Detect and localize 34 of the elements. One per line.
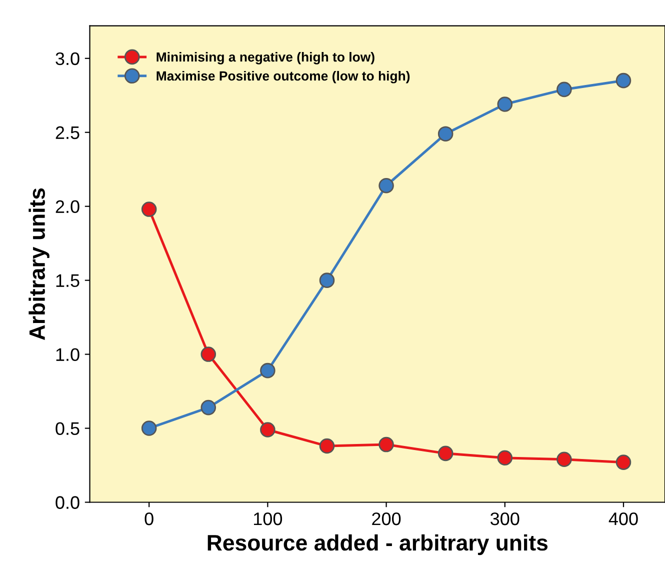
- point: [438, 446, 454, 462]
- point: [616, 72, 632, 88]
- point: [438, 126, 454, 142]
- y-tick-label: 1.5: [56, 274, 80, 288]
- x-tick-label: 400: [608, 512, 638, 526]
- point: [319, 272, 335, 288]
- legend-label: Maximise Positive outcome (low to high): [156, 70, 410, 84]
- point: [497, 96, 513, 112]
- point: [378, 436, 394, 452]
- y-tick-label: 0.5: [56, 422, 80, 435]
- point: [200, 400, 216, 416]
- point: [141, 202, 157, 217]
- y-tick-label: 1.0: [56, 348, 80, 362]
- point: [260, 422, 276, 438]
- x-tick-label: 300: [490, 512, 520, 526]
- point: [556, 452, 572, 467]
- point: [260, 362, 276, 378]
- x-tick-label: 0: [144, 512, 154, 526]
- y-axis-title: Arbitrary units: [28, 188, 50, 340]
- point: [200, 346, 216, 362]
- point: [378, 178, 394, 194]
- x-tick-label: 100: [254, 512, 282, 526]
- point: [616, 454, 632, 470]
- point: [497, 450, 513, 466]
- x-axis-title: Resource added - arbitrary units: [208, 534, 548, 556]
- legend-label: Minimising a negative (high to low): [156, 52, 374, 64]
- y-tick-label: 2.5: [56, 126, 80, 140]
- y-tick-label: 0.0: [56, 496, 80, 509]
- point: [141, 420, 157, 436]
- y-tick-label: 3.0: [56, 52, 80, 66]
- x-tick-label: 200: [372, 512, 401, 526]
- y-tick-label: 2.0: [56, 200, 80, 214]
- point: [556, 82, 572, 98]
- point: [319, 438, 335, 454]
